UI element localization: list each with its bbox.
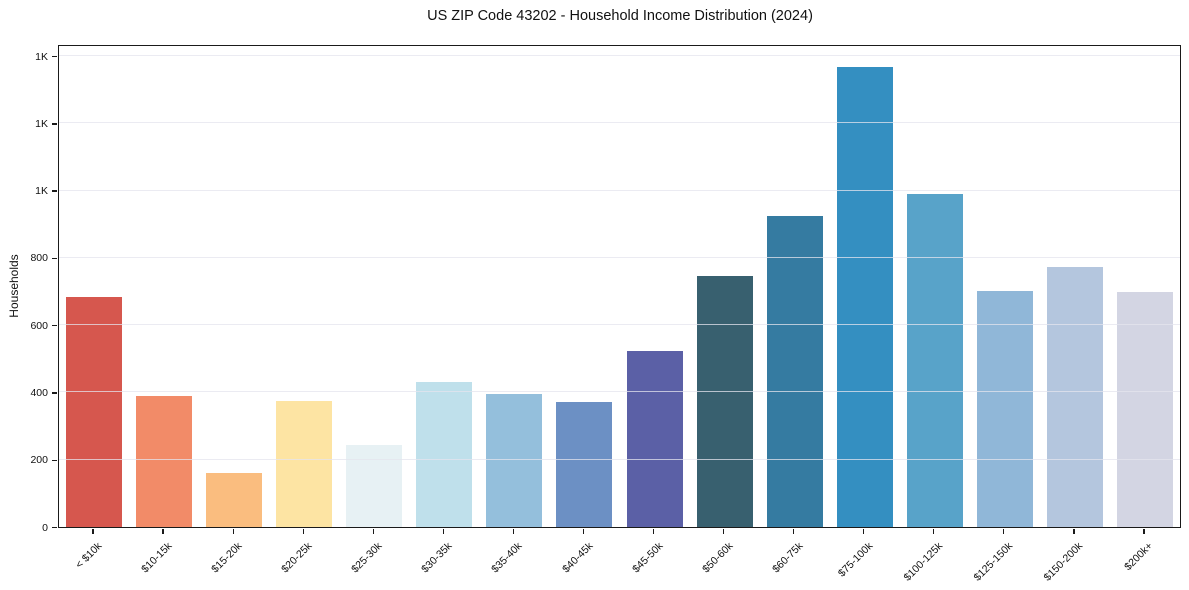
x-tick-mark [652,529,655,534]
x-tick-label-text: $15-20k [209,539,245,575]
bar-125-150k [976,290,1033,527]
bar-20-25k [276,400,333,527]
bar-100-125k [906,194,963,527]
y-tick-label: 1K [35,185,48,198]
y-tick-label: 1K [35,117,48,130]
y-tick-mark [51,257,57,260]
x-tick-mark [512,529,515,534]
bar-25-30k [346,444,403,527]
y-tick-mark [51,325,57,327]
y-tick-mark [51,123,57,125]
x-tick-label-text: $75-100k [835,539,876,579]
gridline [59,391,1180,393]
gridline [59,55,1180,57]
bar-15-20k [206,473,263,527]
x-tick-mark [582,529,585,534]
y-tick-label: 600 [30,319,48,332]
bar-75-100k [836,66,893,527]
y-tick-mark [51,526,57,529]
bar-200k [1116,291,1173,527]
y-tick-label: 400 [30,386,48,399]
x-tick-label-text: $30-35k [419,539,455,575]
bar-10k [66,296,123,527]
bar-35-40k [486,394,543,527]
x-tick-mark [442,529,444,534]
x-tick-label-text: $125-150k [971,539,1016,584]
x-tick-label-text: $45-50k [629,539,666,575]
x-tick-mark [1073,529,1075,534]
plot-area [58,45,1181,528]
x-tick-mark [863,529,865,534]
y-tick-label: 1K [35,50,48,63]
x-tick-label-text: $35-40k [489,539,525,575]
x-tick-label-text: $150-200k [1041,539,1086,584]
y-tick-mark [51,392,57,394]
x-tick-mark [372,529,374,534]
x-tick-mark [232,529,234,534]
x-tick-mark [933,529,935,534]
x-tick-mark [1143,529,1145,534]
x-tick-label-text: $60-75k [769,539,806,575]
y-tick-mark [51,55,57,58]
gridline [59,256,1180,258]
y-tick-label: 800 [30,252,48,265]
x-tick-label-text: $25-30k [349,539,385,575]
x-tick-label-text: < $10k [73,539,105,571]
y-tick-label: 200 [30,454,48,467]
x-tick-label-text: $50-60k [699,539,736,575]
x-tick-mark [1003,529,1005,534]
x-tick-label-text: $10-15k [139,539,175,575]
bar-10-15k [136,395,193,527]
gridline [59,189,1180,191]
bar-150-200k [1046,267,1103,527]
bar-50-60k [696,276,753,527]
bar-45-50k [626,351,683,527]
x-tick-mark [162,529,164,534]
gridline [59,324,1180,326]
bar-60-75k [766,215,823,527]
x-tick-label-text: $20-25k [279,539,315,575]
x-tick-label-text: $200k+ [1122,539,1156,573]
x-tick-mark [92,529,94,534]
x-tick-label-text: $40-45k [559,539,595,575]
y-tick-mark [51,190,57,192]
gridline [59,458,1180,460]
y-tick-label: 0 [42,521,48,534]
gridline [59,122,1180,124]
x-tick-label-text: $100-125k [901,539,946,584]
x-tick-mark [302,529,304,534]
chart-title: US ZIP Code 43202 - Household Income Dis… [427,8,813,24]
x-tick-mark [722,529,725,534]
y-tick-mark [51,459,57,461]
x-tick-mark [793,529,795,534]
bar-30-35k [416,382,473,527]
bar-40-45k [556,401,613,527]
